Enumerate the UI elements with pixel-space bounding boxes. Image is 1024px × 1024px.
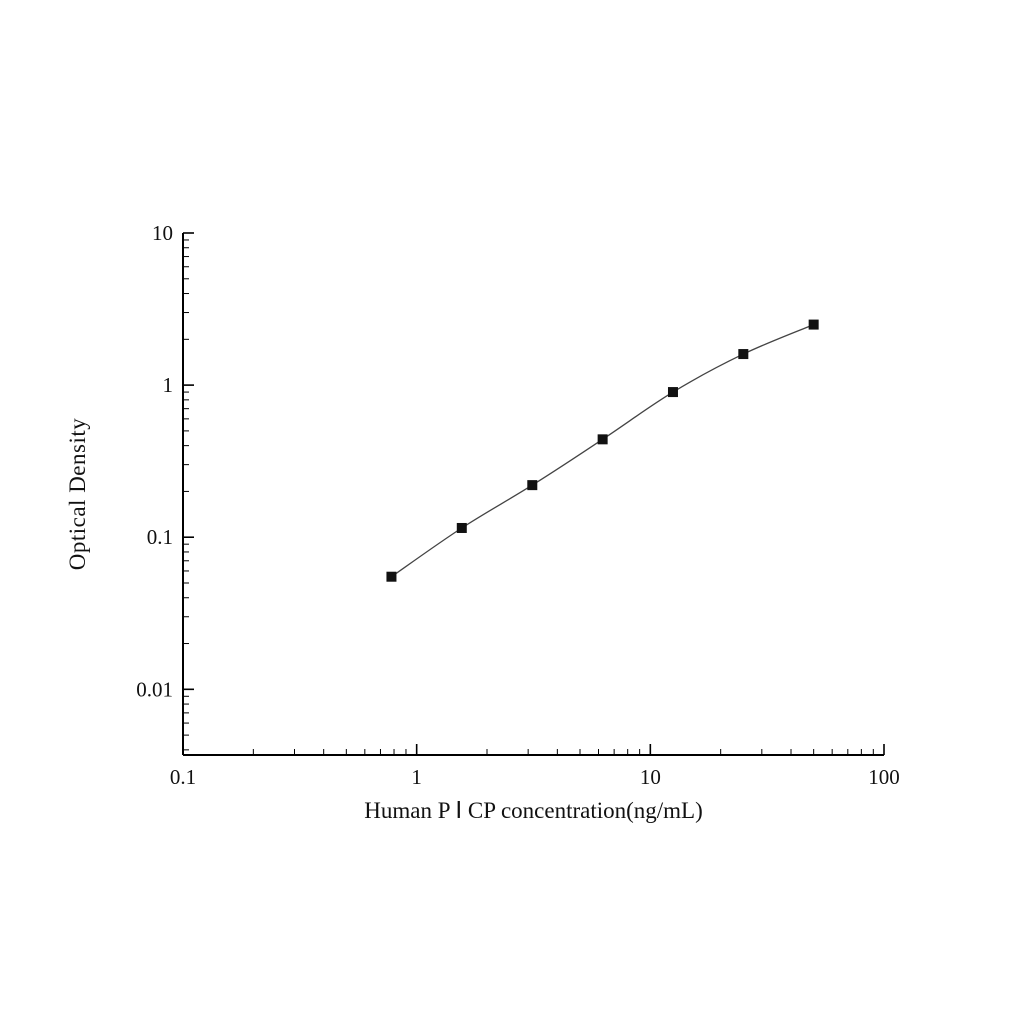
data-point-marker <box>527 480 538 491</box>
x-tick-label: 100 <box>868 765 900 789</box>
y-axis-label: Optical Density <box>65 417 90 571</box>
y-tick-label: 0.01 <box>136 677 173 701</box>
x-tick-label: 1 <box>411 765 422 789</box>
x-axis-label: Human P Ⅰ CP concentration(ng/mL) <box>364 798 703 823</box>
y-tick-label: 1 <box>163 373 174 397</box>
data-point-marker <box>386 571 397 582</box>
data-point-marker <box>456 522 467 533</box>
y-tick-label: 0.1 <box>147 525 173 549</box>
data-point-marker <box>808 319 819 330</box>
data-point-marker <box>597 434 608 445</box>
data-point-marker <box>667 387 678 398</box>
curve-line <box>391 323 814 578</box>
x-tick-label: 10 <box>640 765 661 789</box>
data-point-marker <box>738 349 749 360</box>
x-tick-label: 0.1 <box>170 765 196 789</box>
y-tick-label: 10 <box>152 221 173 245</box>
